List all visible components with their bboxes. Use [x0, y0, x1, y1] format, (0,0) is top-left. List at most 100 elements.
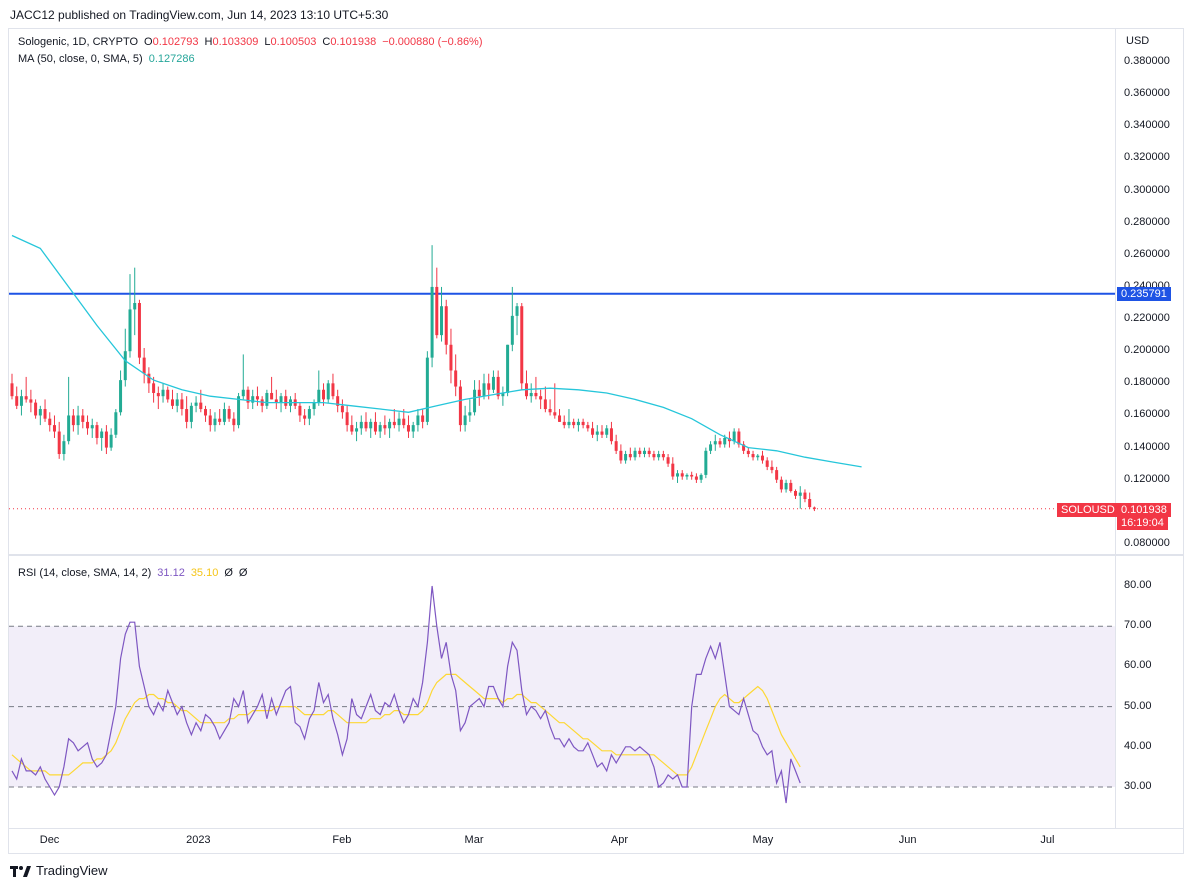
candle-body: [543, 399, 547, 410]
candle-body: [770, 466, 774, 471]
candle-body: [534, 392, 538, 397]
currency-label[interactable]: USD: [1126, 35, 1150, 47]
rsi-ma-line: [11, 673, 801, 776]
candle-body: [284, 396, 288, 406]
last-price-tag: 0.101938: [1117, 503, 1171, 517]
candle-body: [732, 431, 736, 442]
time-tick-label: 2023: [186, 834, 211, 846]
candle-body: [383, 425, 387, 429]
candle-body: [591, 428, 595, 435]
candle-body: [416, 415, 420, 426]
candle-body: [213, 418, 217, 426]
candle-body: [558, 415, 562, 422]
candle-body: [38, 409, 42, 416]
candle-body: [161, 389, 165, 397]
candle-body: [270, 392, 274, 400]
candle-body: [76, 415, 80, 426]
tradingview-logo-icon: [10, 865, 31, 877]
time-tick-label: Mar: [464, 834, 484, 846]
candle-body: [671, 463, 675, 477]
candle-body: [440, 306, 444, 336]
candle-body: [227, 409, 231, 419]
candle-body: [114, 412, 118, 435]
candle-body: [298, 405, 302, 416]
rsi-tick-label: 50.00: [1124, 699, 1152, 712]
rsi-tick-label: 70.00: [1124, 619, 1152, 632]
low-label: L: [264, 36, 271, 48]
candle-body: [529, 392, 533, 397]
candle-body: [808, 499, 812, 508]
candle-body: [397, 418, 401, 426]
candle-body: [62, 441, 66, 455]
ma-value: 0.127286: [148, 53, 195, 65]
candle-body: [638, 450, 642, 455]
candle-body: [180, 399, 184, 410]
candle-body: [680, 473, 684, 477]
candle-body: [204, 409, 208, 416]
candle-body: [326, 383, 330, 400]
candle-body: [378, 425, 382, 432]
candle-body: [194, 402, 198, 406]
symbol-label[interactable]: Sologenic, 1D, CRYPTO: [18, 36, 139, 48]
candle-body: [388, 421, 392, 429]
candle-body: [586, 425, 590, 429]
ma-label: MA (50, close, 0, SMA, 5): [18, 53, 143, 65]
price-tick-label: 0.160000: [1124, 408, 1170, 421]
price-tick-label: 0.080000: [1124, 537, 1170, 549]
candle-body: [48, 418, 52, 426]
countdown-tag: 16:19:04: [1117, 516, 1168, 530]
candle-body: [605, 428, 609, 435]
pane-separator[interactable]: [9, 554, 1183, 556]
candle-body: [246, 389, 250, 403]
candle-body: [652, 454, 656, 458]
rsi-ma-value: 35.10: [190, 567, 219, 579]
candle-body: [350, 425, 354, 432]
price-tick-label: 0.120000: [1124, 472, 1170, 485]
ma-legend[interactable]: MA (50, close, 0, SMA, 5) 0.127286: [18, 53, 201, 65]
close-label: C: [322, 36, 331, 48]
candle-body: [222, 409, 226, 422]
candle-body: [609, 428, 613, 442]
candle-body: [458, 386, 462, 426]
open-value: 0.102793: [152, 36, 199, 48]
candle-body: [742, 444, 746, 451]
candle-body: [373, 421, 377, 432]
candle-body: [685, 474, 689, 477]
rsi-value: 31.12: [157, 567, 185, 579]
candle-body: [331, 383, 335, 397]
candle-body: [789, 482, 793, 491]
candle-body: [317, 389, 321, 403]
candle-body: [119, 380, 123, 413]
candle-body: [322, 389, 326, 400]
rsi-legend[interactable]: RSI (14, close, SMA, 14, 2) 31.12 35.10 Ø Ø: [18, 567, 253, 579]
candle-body: [482, 383, 486, 397]
candle-body: [723, 437, 727, 445]
candle-body: [619, 450, 623, 461]
candle-body: [468, 412, 472, 416]
candle-body: [307, 409, 311, 419]
candle-body: [364, 421, 368, 429]
candle-body: [218, 418, 222, 422]
rsi-label: RSI (14, close, SMA, 14, 2): [18, 567, 152, 579]
candle-body: [567, 421, 571, 426]
footer-brand[interactable]: TradingView: [10, 863, 108, 878]
candle-body: [340, 405, 344, 413]
candle-body: [369, 421, 373, 429]
price-tick-label: 0.200000: [1124, 344, 1170, 357]
time-tick-label: Apr: [610, 834, 628, 846]
candle-body: [473, 389, 477, 413]
candle-body: [29, 399, 33, 403]
candle-body: [185, 409, 189, 422]
candle-body: [402, 418, 406, 426]
candle-body: [666, 457, 670, 464]
candle-body: [133, 303, 137, 310]
time-tick-label: Jun: [898, 834, 917, 846]
change-value: −0.000880 (−0.86%): [382, 36, 483, 48]
ma-50-line: [11, 234, 862, 468]
candle-body: [794, 490, 798, 496]
candle-body: [34, 402, 38, 416]
candle-body: [487, 383, 491, 390]
candle-body: [704, 450, 708, 475]
candle-body: [746, 450, 750, 455]
